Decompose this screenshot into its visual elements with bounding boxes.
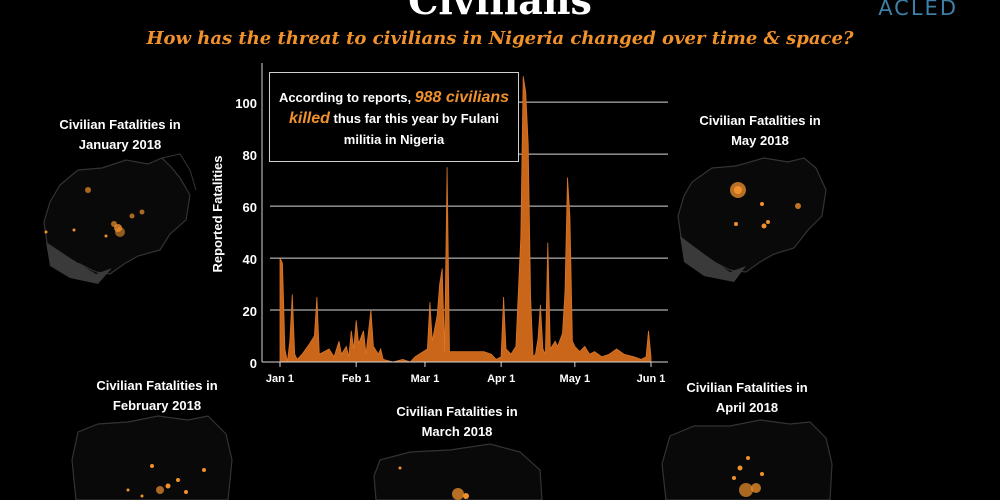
y-axis-label: Reported Fatalities: [210, 155, 225, 272]
x-tick-label: Feb 1: [342, 373, 371, 385]
callout-highlight: 988 civilians killed: [289, 89, 510, 127]
x-tick-label: Apr 1: [487, 373, 515, 385]
map-march: [373, 443, 543, 500]
map-label-february: Civilian Fatalities in February 2018: [96, 378, 218, 413]
x-tick-label: Jan 1: [266, 373, 294, 385]
callout-text-end: thus far this year by Fulani militia in …: [333, 111, 499, 147]
x-tick-label: Mar 1: [411, 373, 440, 385]
y-tick-label: 0: [250, 356, 257, 371]
callout-text-start: According to reports,: [278, 90, 412, 105]
acled-logo: ACLED: [878, 0, 958, 20]
map-label-april: Civilian Fatalities in April 2018: [686, 380, 808, 415]
fatalities-callout: According to reports, 988 civilians kill…: [269, 72, 519, 162]
x-tick-label: Jun 1: [637, 373, 666, 385]
map-january: [43, 153, 197, 284]
map-label-may: Civilian Fatalities in May 2018: [699, 113, 821, 148]
map-label-march: Civilian Fatalities in March 2018: [396, 404, 518, 439]
fatalities-area: [279, 76, 652, 363]
y-tick-label: 60: [243, 200, 257, 215]
map-label-january: Civilian Fatalities in January 2018: [59, 117, 181, 152]
map-april: [661, 419, 833, 500]
y-tick-label: 100: [235, 96, 257, 111]
map-may: [677, 157, 827, 282]
page-title: Civilians: [408, 0, 592, 23]
x-tick-label: May 1: [560, 373, 591, 385]
y-tick-label: 80: [243, 148, 257, 163]
map-february: [71, 415, 233, 500]
y-tick-label: 20: [243, 304, 257, 319]
page-subtitle: How has the threat to civilians in Niger…: [146, 28, 854, 49]
y-tick-label: 40: [243, 252, 257, 267]
